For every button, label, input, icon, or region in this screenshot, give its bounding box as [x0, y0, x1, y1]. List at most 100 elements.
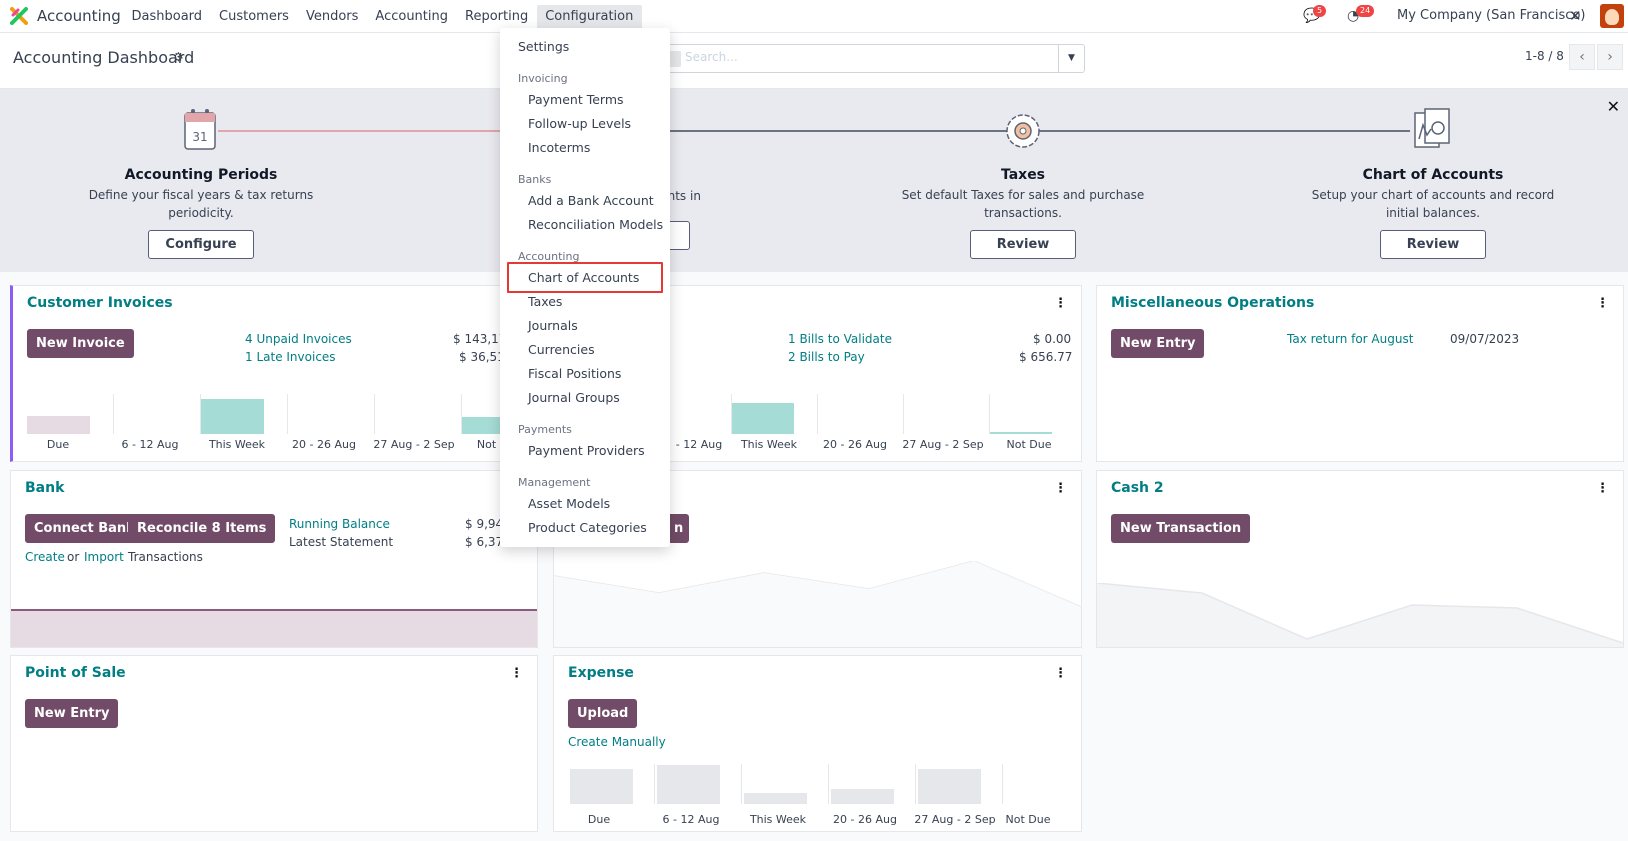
review-taxes-button[interactable]: Review [970, 230, 1076, 259]
x-label: 20 - 26 Aug [833, 813, 897, 826]
card-title[interactable]: Bank [25, 480, 65, 496]
journal-card-customer-invoices: Customer Invoices New Invoice 4 Unpaid I… [10, 285, 538, 462]
journal-card-point-of-sale: Point of Sale ⋮ New Entry [10, 655, 538, 832]
app-name[interactable]: Accounting [37, 7, 121, 25]
bar-this-week[interactable] [201, 399, 264, 434]
line-graph [1097, 583, 1623, 647]
kebab-menu-icon[interactable]: ⋮ [1054, 481, 1067, 496]
unpaid-invoices-link[interactable]: 4 Unpaid Invoices [245, 332, 352, 346]
user-avatar[interactable] [1600, 4, 1624, 28]
menu-dashboard[interactable]: Dashboard [131, 9, 203, 24]
company-switcher[interactable]: My Company (San Francisco) [1397, 8, 1586, 23]
dropdown-item-payment-terms[interactable]: Payment Terms [528, 92, 624, 107]
pager-value[interactable]: 1-8 / 8 [1525, 49, 1564, 63]
bar-this-week[interactable] [744, 793, 807, 804]
menu-configuration[interactable]: Configuration [536, 5, 642, 29]
search-input[interactable]: Search... ▼ [660, 44, 1085, 73]
review-chart-button[interactable]: Review [1380, 230, 1486, 259]
reconcile-button[interactable]: Reconcile 8 Items [128, 514, 276, 543]
dropdown-item-journals[interactable]: Journals [528, 318, 578, 333]
step-description-partial: unts in [660, 189, 701, 203]
bar-6-12-aug[interactable] [657, 765, 720, 804]
new-transaction-button[interactable]: New Transaction [1111, 514, 1251, 543]
card-title[interactable]: Cash 2 [1111, 480, 1164, 496]
latest-statement-label: Latest Statement [289, 535, 394, 549]
menu-customers[interactable]: Customers [219, 9, 289, 24]
dropdown-item-taxes[interactable]: Taxes [528, 294, 563, 309]
dropdown-header-invoicing: Invoicing [518, 72, 568, 85]
kebab-menu-icon[interactable]: ⋮ [1054, 666, 1067, 681]
close-icon[interactable]: ✕ [1606, 97, 1620, 116]
chart-document-icon [1414, 108, 1450, 148]
latest-statement-amount: $ 6,37 [465, 535, 504, 549]
configuration-dropdown: Settings Invoicing Payment Terms Follow-… [500, 28, 670, 547]
app-logo-icon[interactable] [10, 7, 28, 25]
x-label: This Week [740, 438, 798, 451]
menu-reporting[interactable]: Reporting [465, 9, 529, 24]
debug-tools-icon[interactable]: ✕ [1569, 7, 1582, 25]
card-title[interactable]: Customer Invoices [27, 295, 173, 311]
bar-due[interactable] [27, 416, 90, 434]
dropdown-item-journal-groups[interactable]: Journal Groups [528, 390, 620, 405]
connect-bank-button[interactable]: Connect Bank [25, 514, 144, 543]
pager-next-button[interactable]: › [1597, 44, 1623, 70]
create-manually-link[interactable]: Create Manually [568, 735, 666, 749]
kebab-menu-icon[interactable]: ⋮ [1596, 481, 1609, 496]
x-label: 6 - 12 Aug [662, 813, 720, 826]
step-description: Setup your chart of accounts and record i… [1311, 188, 1555, 220]
step-title: Taxes [1000, 167, 1046, 183]
dropdown-item-asset-models[interactable]: Asset Models [528, 496, 611, 511]
step-description: Set default Taxes for sales and purchase… [901, 188, 1145, 220]
step-taxes: Taxes Set default Taxes for sales and pu… [888, 101, 1158, 259]
bar-27-aug-2-sep[interactable] [918, 769, 981, 804]
dropdown-item-fiscal-positions[interactable]: Fiscal Positions [528, 366, 622, 381]
bills-to-validate-link[interactable]: 1 Bills to Validate [788, 332, 892, 346]
bar-due[interactable] [570, 769, 633, 804]
gear-icon[interactable]: ⚙ [173, 50, 184, 64]
bar-20-26-aug[interactable] [831, 789, 894, 804]
bar-this-week[interactable] [732, 403, 794, 434]
card-title[interactable]: Point of Sale [25, 665, 126, 681]
bills-pay-amount: $ 656.77 [1019, 350, 1073, 364]
card-title[interactable]: Expense [568, 665, 634, 681]
search-options-toggle[interactable]: ▼ [1058, 45, 1084, 72]
new-invoice-button[interactable]: New Invoice [27, 329, 134, 358]
journal-card-expense: Expense ⋮ Upload Create Manually Due 6 -… [553, 655, 1082, 832]
tax-return-link[interactable]: Tax return for August [1287, 332, 1414, 346]
x-label: 27 Aug - 2 Sep [373, 438, 455, 451]
main-menu: Dashboard Customers Vendors Accounting R… [123, 0, 642, 33]
bills-to-pay-link[interactable]: 2 Bills to Pay [788, 350, 865, 364]
messages-badge: 5 [1313, 5, 1327, 17]
dropdown-header-accounting: Accounting [518, 250, 580, 263]
kebab-menu-icon[interactable]: ⋮ [510, 666, 523, 681]
menu-accounting[interactable]: Accounting [375, 9, 448, 24]
configure-button[interactable]: Configure [148, 230, 254, 259]
dropdown-item-reconciliation-models[interactable]: Reconciliation Models [528, 217, 664, 232]
menu-vendors[interactable]: Vendors [305, 9, 359, 24]
x-label: - 12 Aug [675, 438, 723, 451]
late-invoices-link[interactable]: 1 Late Invoices [245, 350, 336, 364]
new-entry-button[interactable]: New Entry [1111, 329, 1205, 358]
create-link[interactable]: Create [25, 550, 65, 564]
bar-not-due[interactable] [990, 432, 1052, 434]
bills-validate-amount: $ 0.00 [1033, 332, 1072, 346]
import-link[interactable]: Import [84, 550, 124, 564]
running-balance-link[interactable]: Running Balance [289, 517, 390, 531]
dropdown-item-follow-up-levels[interactable]: Follow-up Levels [528, 116, 632, 131]
dropdown-item-payment-providers[interactable]: Payment Providers [528, 443, 645, 458]
kebab-menu-icon[interactable]: ⋮ [1596, 296, 1609, 311]
dropdown-item-incoterms[interactable]: Incoterms [528, 140, 591, 155]
dropdown-item-add-bank-account[interactable]: Add a Bank Account [528, 193, 654, 208]
dropdown-item-chart-of-accounts[interactable]: Chart of Accounts [528, 270, 640, 285]
step-title: Accounting Periods [124, 167, 278, 183]
upload-button[interactable]: Upload [568, 699, 638, 728]
dropdown-item-product-categories[interactable]: Product Categories [528, 520, 647, 535]
new-entry-button[interactable]: New Entry [25, 699, 119, 728]
kebab-menu-icon[interactable]: ⋮ [1054, 296, 1067, 311]
dropdown-header-payments: Payments [518, 423, 572, 436]
expense-bar-chart [568, 764, 1078, 804]
pager-prev-button[interactable]: ‹ [1569, 44, 1595, 70]
card-title[interactable]: Miscellaneous Operations [1111, 295, 1315, 311]
dropdown-item-currencies[interactable]: Currencies [528, 342, 595, 357]
dropdown-item-settings[interactable]: Settings [518, 39, 570, 54]
